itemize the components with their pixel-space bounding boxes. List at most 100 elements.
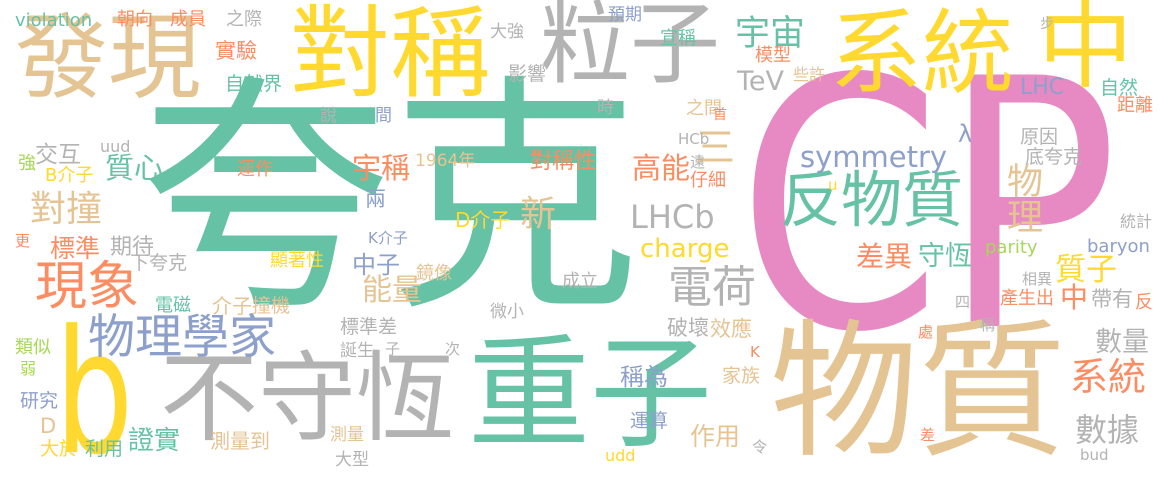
cloud-word: K bbox=[750, 343, 760, 361]
cloud-word: symmetry bbox=[800, 140, 948, 174]
cloud-word: 對稱性 bbox=[530, 149, 597, 174]
cloud-word: 新 bbox=[520, 194, 557, 235]
cloud-word: 次 bbox=[445, 340, 461, 358]
cloud-word: 令 bbox=[752, 438, 768, 456]
cloud-word: 自然 bbox=[1100, 77, 1139, 99]
cloud-word: 作用 bbox=[690, 422, 741, 451]
cloud-word: 遠 bbox=[690, 153, 706, 171]
cloud-word: 說 bbox=[320, 106, 337, 126]
cloud-word: 夸克 bbox=[140, 54, 640, 345]
cloud-word: TeV bbox=[737, 66, 784, 97]
cloud-word: u bbox=[828, 176, 838, 194]
cloud-word: 宇稱 bbox=[352, 151, 411, 185]
cloud-word: 運算 bbox=[630, 410, 669, 432]
cloud-word: 期待 bbox=[110, 235, 155, 260]
cloud-word: 撞機 bbox=[252, 295, 291, 317]
cloud-word: 強 bbox=[18, 153, 36, 174]
cloud-word: 時 bbox=[597, 98, 614, 118]
cloud-word: 粒子 bbox=[540, 0, 720, 97]
cloud-word: 模型 bbox=[755, 45, 791, 66]
cloud-word: 三 bbox=[695, 125, 735, 171]
cloud-word: 家族 bbox=[722, 365, 761, 387]
cloud-word: 證實 bbox=[128, 426, 181, 456]
cloud-word: 差 bbox=[920, 426, 936, 444]
cloud-word: 朝向 bbox=[117, 9, 153, 30]
cloud-word: D bbox=[40, 414, 57, 438]
cloud-word: K介子 bbox=[368, 229, 408, 247]
cloud-word: 數據 bbox=[1075, 411, 1140, 449]
cloud-word: 類似 bbox=[15, 337, 51, 358]
cloud-word: 原因 bbox=[1020, 126, 1059, 148]
cloud-word: 數量 bbox=[1095, 327, 1149, 358]
cloud-word: b bbox=[55, 294, 134, 482]
cloud-word: 帶有 bbox=[1091, 287, 1133, 311]
cloud-word: 質心 bbox=[105, 151, 164, 185]
cloud-word: 運作 bbox=[237, 159, 273, 180]
cloud-word: 四 bbox=[955, 293, 971, 311]
cloud-word: 顯著性 bbox=[270, 250, 324, 271]
cloud-word: 電荷 bbox=[668, 262, 756, 313]
cloud-word: 子 bbox=[385, 340, 401, 358]
cloud-word: 實驗 bbox=[215, 39, 257, 63]
cloud-word: 自然界 bbox=[225, 73, 283, 95]
cloud-word: 些許 bbox=[793, 65, 826, 84]
cloud-word: 成立 bbox=[562, 271, 598, 292]
cloud-word: 兩 bbox=[365, 187, 386, 211]
cloud-word: 中 bbox=[1038, 0, 1134, 102]
cloud-word: 預期 bbox=[608, 5, 642, 25]
cloud-word: uud bbox=[100, 137, 131, 156]
cloud-word: 交互 bbox=[35, 142, 81, 168]
cloud-word: λ bbox=[958, 120, 973, 148]
cloud-word: 測量 bbox=[330, 425, 364, 445]
cloud-word: 標準 bbox=[50, 234, 101, 263]
cloud-word: D介子 bbox=[455, 208, 511, 232]
cloud-word: B介子 bbox=[45, 165, 94, 186]
cloud-word: udd bbox=[605, 446, 636, 465]
cloud-word: bud bbox=[1080, 446, 1109, 464]
cloud-word: 間 bbox=[375, 106, 392, 126]
cloud-word: 反物質 bbox=[780, 165, 964, 236]
cloud-word: CP bbox=[737, 7, 1119, 408]
cloud-word: 研究 bbox=[20, 390, 59, 412]
cloud-word: 宣稱 bbox=[660, 28, 696, 49]
cloud-word: parity bbox=[985, 237, 1038, 258]
cloud-word: 鏡像 bbox=[416, 263, 452, 284]
cloud-word: 物質 bbox=[770, 306, 1066, 478]
cloud-word: 之間 bbox=[686, 98, 722, 119]
cloud-word: 電磁 bbox=[155, 295, 191, 316]
cloud-word: 稱為 bbox=[620, 363, 668, 391]
cloud-word: 微小 bbox=[490, 302, 524, 322]
cloud-word: 宇宙 bbox=[735, 14, 806, 54]
cloud-word: 步 bbox=[1040, 16, 1054, 32]
cloud-word: 距離 bbox=[1117, 95, 1153, 116]
cloud-word: 破壞 bbox=[667, 316, 709, 340]
cloud-word: 影響 bbox=[508, 63, 547, 85]
cloud-word: 對撞 bbox=[30, 189, 103, 230]
cloud-word: 物理學家 bbox=[88, 310, 276, 365]
cloud-word: 稱 bbox=[980, 316, 996, 334]
cloud-word: 大於 bbox=[40, 438, 79, 460]
cloud-word: 相異 bbox=[1022, 270, 1053, 288]
cloud-word: 發現 bbox=[15, 4, 201, 112]
cloud-word: 質子 bbox=[1055, 252, 1117, 288]
cloud-word: 大強 bbox=[490, 22, 524, 42]
cloud-word: 下夸克 bbox=[130, 252, 188, 274]
cloud-word: 現象 bbox=[35, 257, 140, 317]
cloud-word: 守恆 bbox=[918, 241, 972, 272]
cloud-word: 產生出 bbox=[1000, 288, 1054, 309]
cloud-word: 之際 bbox=[226, 9, 262, 30]
cloud-word: 反 bbox=[1135, 292, 1153, 313]
cloud-word: 效應 bbox=[710, 317, 752, 341]
cloud-word: 能量 bbox=[362, 273, 422, 308]
cloud-word: 測量到 bbox=[210, 429, 270, 453]
cloud-word: 物理 bbox=[1001, 162, 1042, 234]
cloud-word: 介子 bbox=[212, 294, 252, 318]
cloud-word: 處 bbox=[918, 323, 934, 341]
cloud-word: 利用 bbox=[85, 438, 124, 460]
cloud-word: 標準差 bbox=[340, 316, 398, 338]
cloud-word: 大型 bbox=[335, 450, 369, 470]
cloud-word: 1964年 bbox=[415, 151, 476, 171]
cloud-word: 首 bbox=[713, 107, 727, 123]
cloud-word: 不守恆 bbox=[160, 342, 455, 456]
